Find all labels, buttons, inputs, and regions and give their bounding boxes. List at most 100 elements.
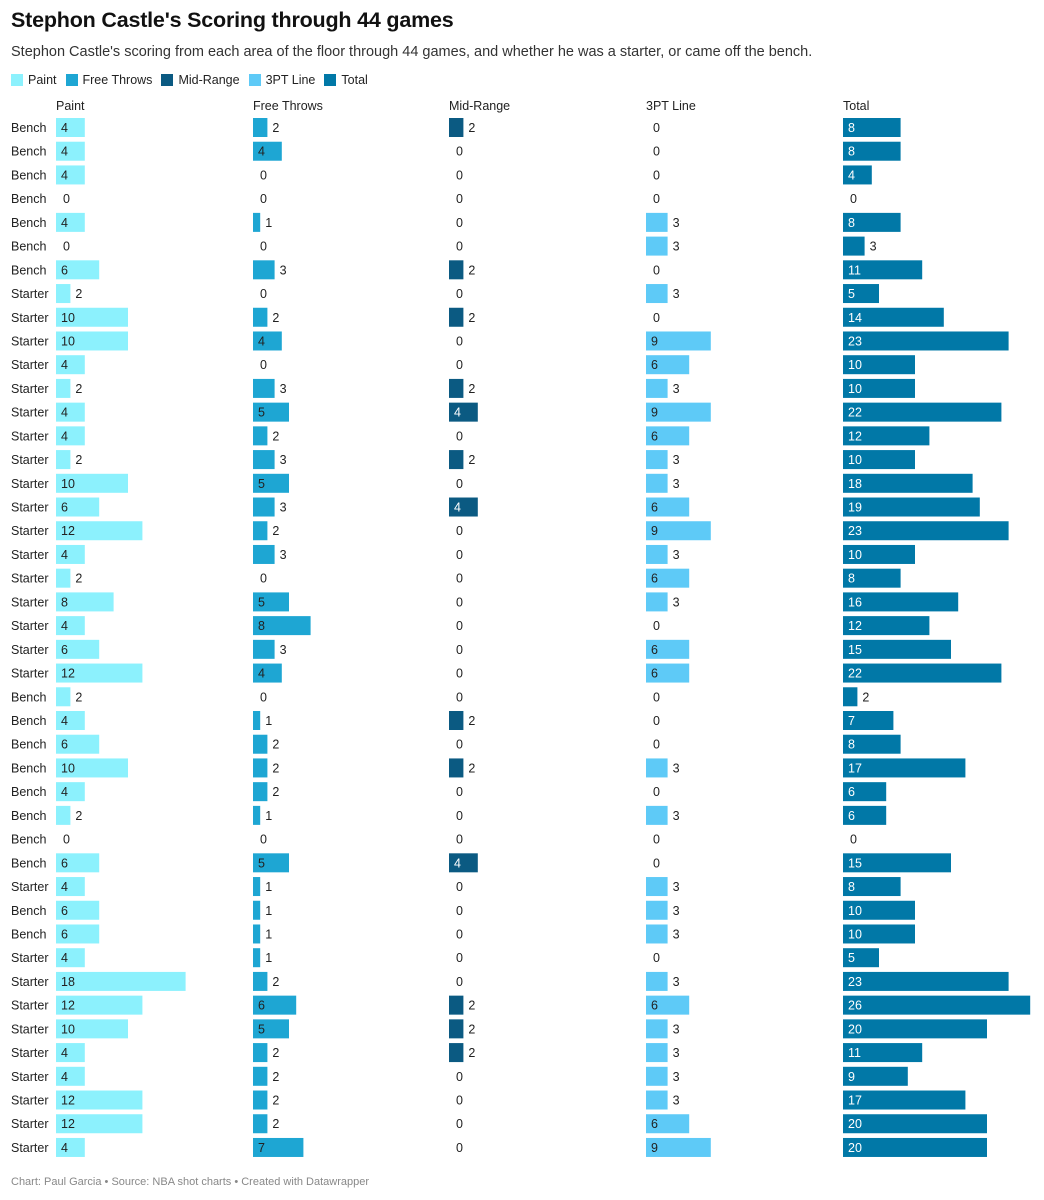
value-label-free_throws: 2 xyxy=(272,1094,279,1108)
value-label-free_throws: 2 xyxy=(272,761,279,775)
value-label-mid_range: 0 xyxy=(456,809,463,823)
value-label-three_pt: 9 xyxy=(651,524,658,538)
value-label-total: 5 xyxy=(848,951,855,965)
bar-three_pt xyxy=(646,900,668,920)
bar-mid_range xyxy=(449,450,464,470)
value-label-total: 3 xyxy=(870,240,877,254)
value-label-paint: 12 xyxy=(61,667,75,681)
chart-title: Stephon Castle's Scoring through 44 game… xyxy=(11,8,454,32)
value-label-total: 23 xyxy=(848,975,862,989)
chart-footer: Chart: Paul Garcia • Source: NBA shot ch… xyxy=(11,1176,370,1188)
value-label-total: 12 xyxy=(848,619,862,633)
value-label-total: 2 xyxy=(862,690,869,704)
bar-mid_range xyxy=(449,260,464,280)
value-label-paint: 12 xyxy=(61,1094,75,1108)
value-label-paint: 6 xyxy=(61,904,68,918)
bar-free_throws xyxy=(253,639,275,659)
bar-free_throws xyxy=(253,521,268,541)
value-label-paint: 4 xyxy=(61,145,68,159)
bar-paint xyxy=(56,260,100,280)
value-label-mid_range: 0 xyxy=(456,192,463,206)
value-label-total: 26 xyxy=(848,999,862,1013)
value-label-paint: 10 xyxy=(61,761,75,775)
bar-mid_range xyxy=(449,118,464,137)
value-label-total: 10 xyxy=(848,453,862,467)
bar-three_pt xyxy=(646,663,690,683)
row-label: Starter xyxy=(11,1141,49,1155)
row-label: Starter xyxy=(11,477,49,491)
value-label-three_pt: 6 xyxy=(651,999,658,1013)
bar-free_throws xyxy=(253,805,261,825)
value-label-mid_range: 2 xyxy=(468,453,475,467)
row-label: Bench xyxy=(11,168,46,182)
bar-total xyxy=(843,782,887,802)
bar-three_pt xyxy=(646,355,690,375)
value-label-three_pt: 0 xyxy=(653,738,660,752)
value-label-total: 23 xyxy=(848,334,862,348)
value-label-three_pt: 6 xyxy=(651,358,658,372)
row-label: Starter xyxy=(11,572,49,586)
value-label-total: 20 xyxy=(848,1141,862,1155)
bar-total xyxy=(843,687,858,707)
legend-swatch xyxy=(161,74,174,86)
bar-three_pt xyxy=(646,521,711,541)
value-label-free_throws: 2 xyxy=(272,785,279,799)
value-label-total: 8 xyxy=(848,738,855,752)
row-label: Starter xyxy=(11,619,49,633)
value-label-three_pt: 0 xyxy=(653,833,660,847)
bar-total xyxy=(843,544,915,564)
value-label-paint: 6 xyxy=(61,501,68,515)
value-label-total: 14 xyxy=(848,311,862,325)
value-label-total: 10 xyxy=(848,358,862,372)
value-label-paint: 4 xyxy=(61,121,68,135)
bar-total xyxy=(843,331,1009,351)
legend-item-free_throws: Free Throws xyxy=(65,73,152,87)
value-label-total: 5 xyxy=(848,287,855,301)
bar-three_pt xyxy=(646,212,668,232)
value-label-three_pt: 6 xyxy=(651,667,658,681)
value-label-free_throws: 0 xyxy=(260,833,267,847)
row-label: Starter xyxy=(11,595,49,609)
legend-item-mid_range: Mid-Range xyxy=(161,73,240,87)
bar-total xyxy=(843,616,930,636)
bar-free_throws xyxy=(253,782,268,802)
value-label-paint: 4 xyxy=(61,951,68,965)
value-label-mid_range: 0 xyxy=(456,168,463,182)
value-label-three_pt: 3 xyxy=(673,761,680,775)
value-label-paint: 6 xyxy=(61,738,68,752)
value-label-total: 22 xyxy=(848,406,862,420)
value-label-three_pt: 6 xyxy=(651,643,658,657)
bar-three_pt xyxy=(646,497,690,517)
bar-free_throws xyxy=(253,1137,304,1157)
value-label-free_throws: 0 xyxy=(260,192,267,206)
value-label-three_pt: 3 xyxy=(673,453,680,467)
bar-total xyxy=(843,592,959,612)
bar-paint xyxy=(56,568,71,588)
bar-paint xyxy=(56,1090,143,1110)
bar-total xyxy=(843,236,865,256)
value-label-total: 22 xyxy=(848,667,862,681)
bar-mid_range xyxy=(449,307,464,327)
value-label-free_throws: 7 xyxy=(258,1141,265,1155)
bar-paint xyxy=(56,639,100,659)
value-label-paint: 0 xyxy=(63,240,70,254)
bar-three_pt xyxy=(646,1114,690,1134)
value-label-three_pt: 3 xyxy=(673,216,680,230)
bar-mid_range xyxy=(449,378,464,398)
value-label-free_throws: 2 xyxy=(272,1070,279,1084)
row-label: Starter xyxy=(11,975,49,989)
value-label-three_pt: 3 xyxy=(673,1022,680,1036)
bar-free_throws xyxy=(253,544,275,564)
bar-total xyxy=(843,1043,923,1063)
value-label-mid_range: 0 xyxy=(456,667,463,681)
value-label-three_pt: 0 xyxy=(653,121,660,135)
value-label-mid_range: 0 xyxy=(456,738,463,752)
value-label-free_throws: 2 xyxy=(272,121,279,135)
value-label-paint: 10 xyxy=(61,477,75,491)
bar-total xyxy=(843,473,973,493)
value-label-free_throws: 5 xyxy=(258,477,265,491)
bar-three_pt xyxy=(646,378,668,398)
bar-total xyxy=(843,378,915,398)
bar-paint xyxy=(56,877,85,897)
value-label-free_throws: 1 xyxy=(265,904,272,918)
